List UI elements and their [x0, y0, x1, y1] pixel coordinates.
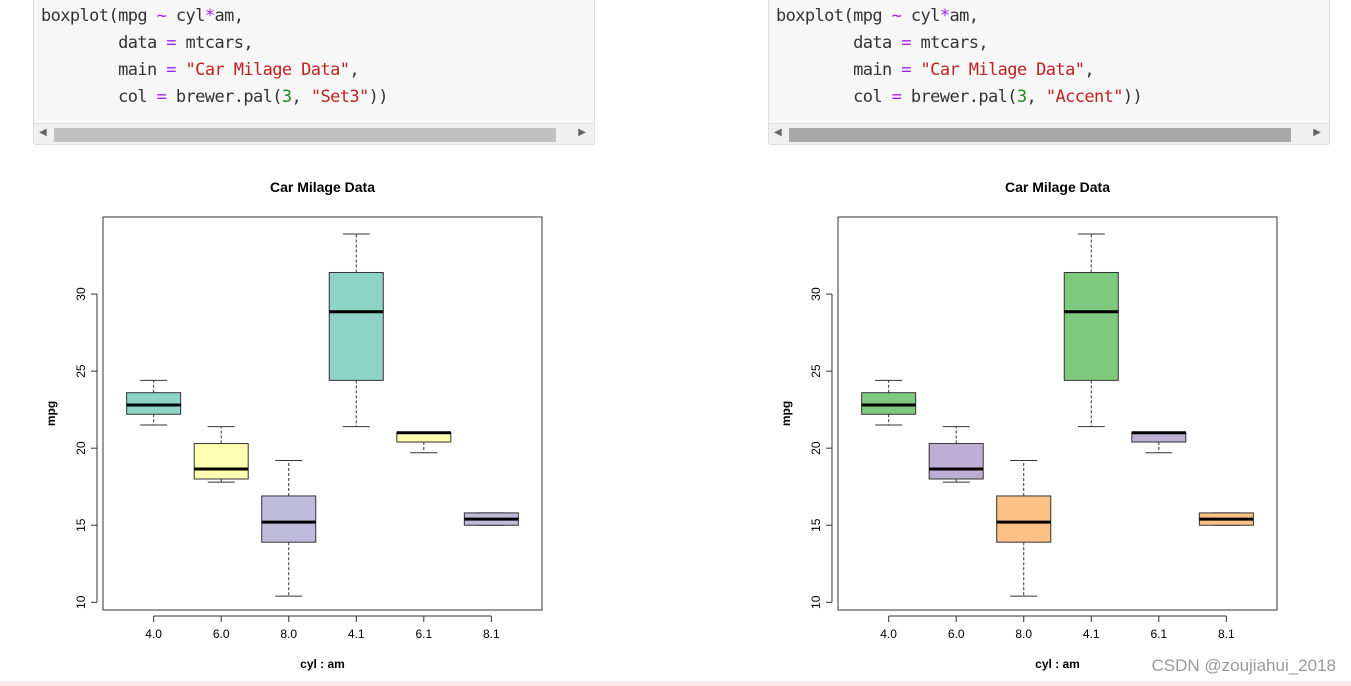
scrollbar-thumb[interactable]	[789, 128, 1291, 142]
code-panel-right: boxplot(mpg ~ cyl*am, data = mtcars, mai…	[768, 0, 1330, 145]
chart-title: Car Milage Data	[270, 179, 375, 195]
code-token	[911, 60, 921, 80]
code-token: "Car Milage Data"	[185, 60, 350, 80]
x-tick-label: 4.0	[880, 627, 897, 641]
y-tick-label: 15	[809, 518, 823, 532]
code-token: "Set3"	[310, 87, 369, 107]
code-token: ,	[1026, 87, 1046, 107]
y-axis-label: mpg	[44, 401, 58, 426]
x-axis-label: cyl : am	[300, 657, 345, 671]
code-token: brewer.pal(	[901, 87, 1018, 107]
boxplot-accent: Car Milage Data 10 15 20 25 30 mpg 4.0 6.0 8.0 4.1…	[779, 179, 1278, 671]
watermark-text: CSDN @zoujiahui_2018	[1151, 656, 1336, 675]
box-4-1	[1063, 271, 1119, 381]
code-token: cyl	[166, 6, 206, 26]
y-tick-label: 15	[74, 518, 88, 532]
code-token: main	[776, 60, 902, 80]
code-token: =	[156, 87, 167, 107]
y-tick-label: 10	[74, 595, 88, 609]
y-tick-label: 10	[809, 595, 823, 609]
code-token: main	[41, 60, 167, 80]
code-token: 3	[281, 87, 292, 107]
x-tick-label: 8.1	[1218, 627, 1235, 641]
boxplot-set3: Car Milage Data 10 15 20 25 30 mpg 4.0 6.0 8.0 4.1…	[44, 179, 543, 671]
box-6-0	[193, 443, 249, 480]
x-tick-label: 8.1	[483, 627, 500, 641]
x-tick-label: 6.0	[948, 627, 965, 641]
x-tick-label: 6.1	[1150, 627, 1167, 641]
box-4-0	[861, 392, 917, 415]
bottom-strip	[0, 681, 1351, 686]
x-tick-label: 4.1	[1083, 627, 1100, 641]
code-token: boxplot(mpg	[41, 6, 157, 26]
code-token: ,	[291, 87, 311, 107]
x-tick-label: 6.0	[213, 627, 230, 641]
code-token: am,	[949, 6, 979, 26]
code-token: col	[41, 87, 157, 107]
y-tick-label: 20	[809, 441, 823, 455]
code-token: =	[891, 87, 902, 107]
code-token: cyl	[901, 6, 941, 26]
y-tick-label: 30	[74, 287, 88, 301]
x-tick-label: 4.0	[145, 627, 162, 641]
code-token: ~	[891, 6, 902, 26]
y-tick-label: 20	[74, 441, 88, 455]
code-token: ,	[1084, 60, 1094, 80]
x-tick-label: 8.0	[1015, 627, 1032, 641]
y-tick-label: 25	[809, 364, 823, 378]
code-token: =	[166, 33, 176, 53]
code-token: data	[41, 33, 167, 53]
code-token: ,	[349, 60, 359, 80]
code-token: ))	[1122, 87, 1143, 107]
code-token: *	[939, 6, 950, 26]
code-token	[176, 60, 186, 80]
scrollbar-thumb[interactable]	[54, 128, 556, 142]
code-block-right: boxplot(mpg ~ cyl*am, data = mtcars, mai…	[776, 3, 1143, 111]
plot-frame	[837, 216, 1278, 611]
code-token: data	[776, 33, 902, 53]
scroll-right-arrow-icon[interactable]: ▶	[1313, 127, 1321, 138]
code-token: brewer.pal(	[166, 87, 283, 107]
x-tick-label: 8.0	[280, 627, 297, 641]
scroll-right-arrow-icon[interactable]: ▶	[578, 127, 586, 138]
code-token: 3	[1016, 87, 1027, 107]
y-tick-label: 25	[74, 364, 88, 378]
code-token: col	[776, 87, 892, 107]
box-4-1	[328, 271, 384, 381]
code-token: =	[901, 60, 911, 80]
code-token: =	[901, 33, 911, 53]
code-token: am,	[214, 6, 244, 26]
x-tick-label: 6.1	[415, 627, 432, 641]
code-token: mtcars,	[175, 33, 254, 53]
x-axis-label: cyl : am	[1035, 657, 1080, 671]
y-tick-label: 30	[809, 287, 823, 301]
code-token: "Accent"	[1045, 87, 1124, 107]
plot-frame	[102, 216, 543, 611]
code-panel-left: boxplot(mpg ~ cyl*am, data = mtcars, mai…	[33, 0, 595, 145]
code-token: =	[166, 60, 176, 80]
code-token: "Car Milage Data"	[920, 60, 1085, 80]
horizontal-scrollbar-left[interactable]: ◀ ▶	[34, 123, 594, 144]
box-6-0	[928, 443, 984, 480]
scroll-left-arrow-icon[interactable]: ◀	[39, 127, 47, 138]
x-tick-label: 4.1	[348, 627, 365, 641]
code-token: mtcars,	[910, 33, 989, 53]
box-8-0	[261, 495, 317, 543]
box-8-0	[996, 495, 1052, 543]
y-axis-label: mpg	[779, 401, 793, 426]
code-token: *	[204, 6, 215, 26]
box-4-0	[126, 392, 182, 415]
code-token: ~	[156, 6, 167, 26]
scroll-left-arrow-icon[interactable]: ◀	[774, 127, 782, 138]
code-token: boxplot(mpg	[776, 6, 892, 26]
chart-title: Car Milage Data	[1005, 179, 1110, 195]
code-token: ))	[368, 87, 389, 107]
horizontal-scrollbar-right[interactable]: ◀ ▶	[769, 123, 1329, 144]
code-block-left: boxplot(mpg ~ cyl*am, data = mtcars, mai…	[41, 3, 389, 111]
